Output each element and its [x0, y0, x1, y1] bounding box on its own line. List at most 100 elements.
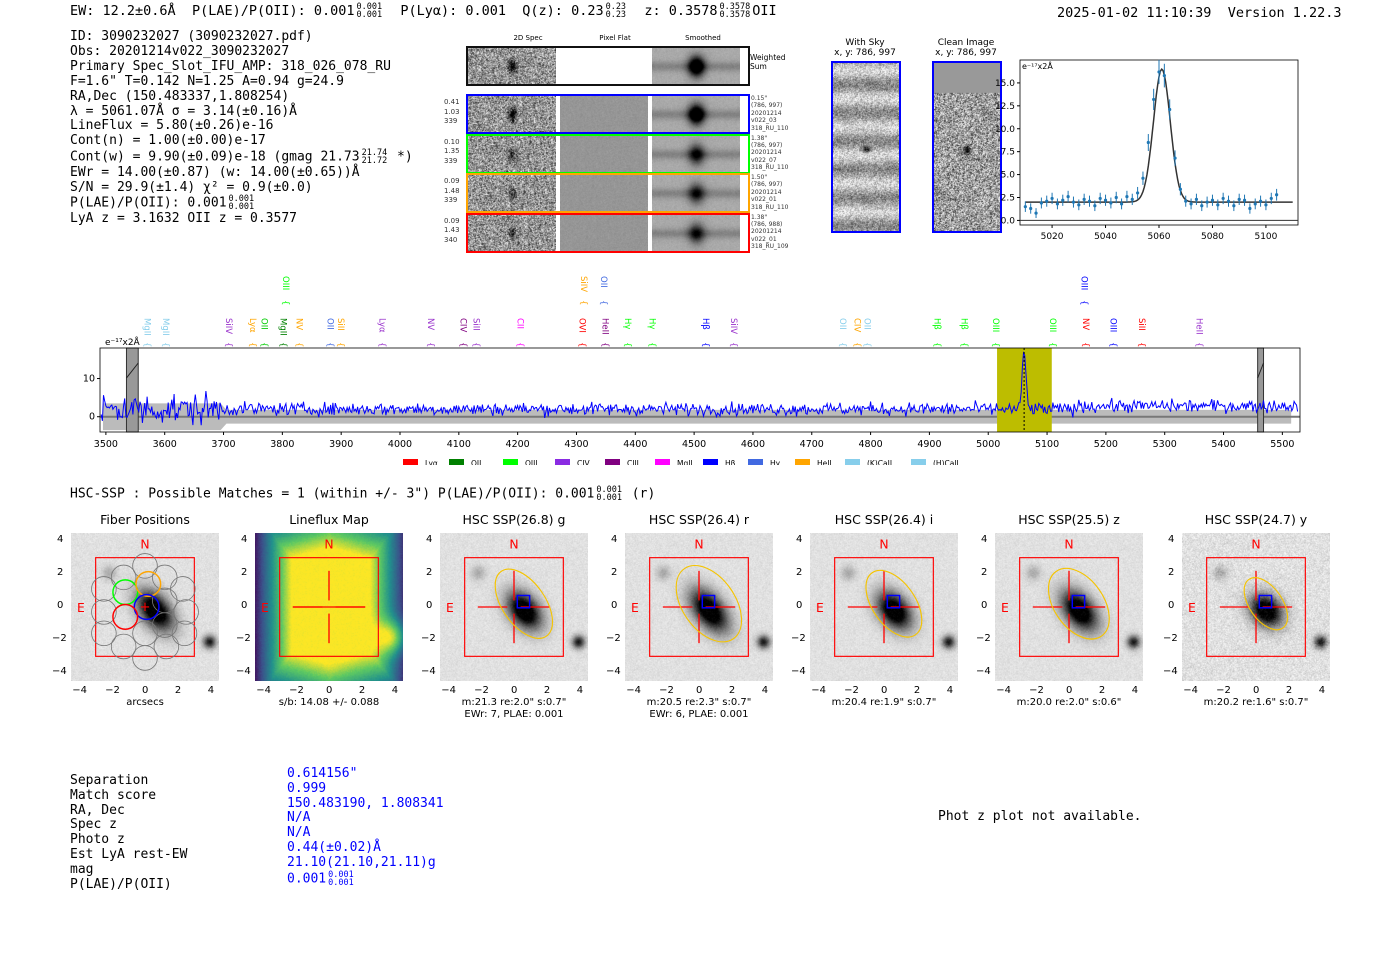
cutout-overlay: NE: [816, 538, 934, 657]
line-label-text: OIII: [1108, 318, 1118, 332]
line-label-text: CII: [515, 318, 525, 329]
center-marker: +: [139, 600, 150, 615]
line-label-bracket: {: [470, 342, 480, 347]
east-label: E: [1188, 601, 1196, 615]
x-tick-label: 3600: [153, 439, 177, 450]
north-label: N: [879, 538, 888, 552]
fiber-circle: [110, 564, 137, 591]
y-tick-label: 4: [981, 534, 988, 546]
x-tick-label: 0: [696, 685, 703, 696]
cutout-panel: Fiber Positions N E +4 2 0 −2 −4 −4 −2 0 2 4 arcsecs: [31, 510, 239, 725]
line-label-bracket: {: [1136, 342, 1146, 347]
fiber-circle: [91, 620, 117, 647]
fiber-spec-row: [466, 212, 750, 253]
data-point: [1258, 199, 1263, 203]
legend-label: MgII: [677, 459, 693, 465]
fiber-circle: [151, 587, 178, 614]
line-label-text: OIII: [1047, 318, 1057, 332]
x-tick-label: −2: [105, 685, 120, 696]
fiber-meta-line: 1.38": [751, 134, 768, 142]
line-label-bracket: {: [1193, 342, 1203, 347]
galaxy-ellipse: [675, 564, 743, 643]
y-tick-label: 2.5: [1001, 194, 1015, 204]
x-tick-label: 4: [576, 685, 584, 696]
line-label: MgII {: [142, 318, 152, 347]
info-range-lo: 21.72: [361, 156, 388, 167]
match-marker: [1258, 594, 1273, 609]
spec2d-col-title: 2D Spec: [513, 34, 543, 42]
y-tick-label: 5.0: [1001, 171, 1016, 181]
x-tick-label: 2: [174, 685, 182, 696]
info-text: LyA z = 3.1632 OII z = 0.3577: [70, 210, 297, 226]
info-text: RA,Dec (150.483337,1.808254): [70, 88, 290, 104]
hsc-plae-lo: 0.001: [596, 493, 622, 503]
z-type: OII: [752, 3, 777, 19]
separator: [556, 214, 560, 251]
x-tick-label: 4300: [564, 439, 588, 450]
y-tick-label: 2: [1168, 567, 1175, 579]
cutout-caption: m:20.4 re:1.9" s:0.7": [831, 697, 937, 708]
fiber-meta-line: (786, 997): [751, 141, 783, 149]
line-fit-plot: 5020 5040 5060 5080 5100 0.0 2.5 5.0 7.5 10.0 12.5…: [995, 59, 1299, 242]
fiber-meta-line: 20201214: [751, 188, 782, 196]
line-label: OIII {: [1108, 318, 1118, 347]
line-label: SiII {: [1136, 318, 1146, 347]
line-label-text: SiIV: [578, 276, 588, 292]
match-value-text: 150.483190, 1.808341: [287, 795, 444, 811]
y-tick-label: −4: [236, 665, 251, 677]
line-label: SiII {: [470, 318, 480, 347]
match-value: 0.614156": [287, 766, 444, 782]
line-label: CIV {: [852, 318, 862, 347]
aperture-box: [464, 557, 564, 657]
line-label-text: OII: [259, 318, 269, 330]
x-tick-label: −2: [844, 685, 859, 696]
with-sky-panel: With Sky x, y: 786, 997: [820, 38, 910, 233]
line-label-text: Hγ: [646, 318, 656, 329]
x-tick-label: 0: [326, 685, 333, 696]
cutout-overlay: N E +: [77, 538, 199, 671]
spec2d-panel: 2D Spec Pixel Flat Smoothed Weighted Sum 0.4…: [440, 32, 800, 257]
fiber-stat: 339: [444, 196, 458, 204]
clean-image: [932, 61, 1002, 233]
timestamp: 2025-01-02 11:10:39: [1057, 5, 1212, 21]
galaxy-ellipse: [494, 568, 554, 639]
match-label: Separation: [70, 773, 149, 788]
x-tick-label: −4: [626, 685, 641, 696]
weighted-sum-label: Weighted Sum: [750, 53, 786, 71]
y-tick-label: 0: [241, 600, 248, 611]
masked-region: [125, 347, 139, 433]
x-tick-label: 5080: [1201, 232, 1224, 242]
fiber-circle: [91, 599, 117, 625]
info-text: ID: 3090232027 (3090232027.pdf): [70, 29, 313, 44]
line-label: HeII {: [1193, 318, 1203, 347]
fiber-circle: [91, 576, 117, 602]
line-label: OIII {: [280, 276, 290, 305]
x-tick-label: 0: [142, 685, 149, 696]
fiber-stat: 1.48: [444, 186, 460, 195]
line-label: OII {: [598, 276, 608, 305]
data-point: [1039, 201, 1043, 205]
line-label-text: MgII: [160, 318, 170, 336]
separator: [648, 135, 652, 172]
x-tick-label: 0: [511, 685, 518, 696]
fiber-meta-line: 0.15": [751, 95, 768, 102]
x-tick-label: −2: [1216, 685, 1231, 696]
fiber-circle: [132, 553, 158, 579]
plae-lo: 0.001: [356, 10, 383, 20]
y-tick-label: 10.0: [995, 125, 1015, 135]
line-label: OII {: [862, 318, 872, 347]
match-value-text: 21.10(21.10,21.11)g: [287, 854, 436, 870]
detection-info: ID: 3090232027 (3090232027.pdf) Obs: 2020…: [70, 29, 413, 227]
x-tick-label: −2: [1029, 685, 1044, 696]
z-lo: 0.3578: [719, 10, 751, 20]
ew-value: EW: 12.2±0.6Å: [70, 3, 176, 19]
fiber-meta-line: v022_03: [751, 117, 777, 125]
y-tick-label: 0: [1168, 600, 1175, 611]
line-label: CIV {: [458, 318, 468, 347]
with-sky-title: With Sky: [845, 38, 885, 48]
fiber-stat: 340: [444, 235, 458, 244]
y-tick-label: −2: [236, 632, 251, 644]
y-tick-label: −4: [791, 665, 806, 677]
match-value-text: 0.44(±0.02)Å: [287, 839, 381, 855]
fiber-meta-line: v022_01: [751, 196, 777, 204]
